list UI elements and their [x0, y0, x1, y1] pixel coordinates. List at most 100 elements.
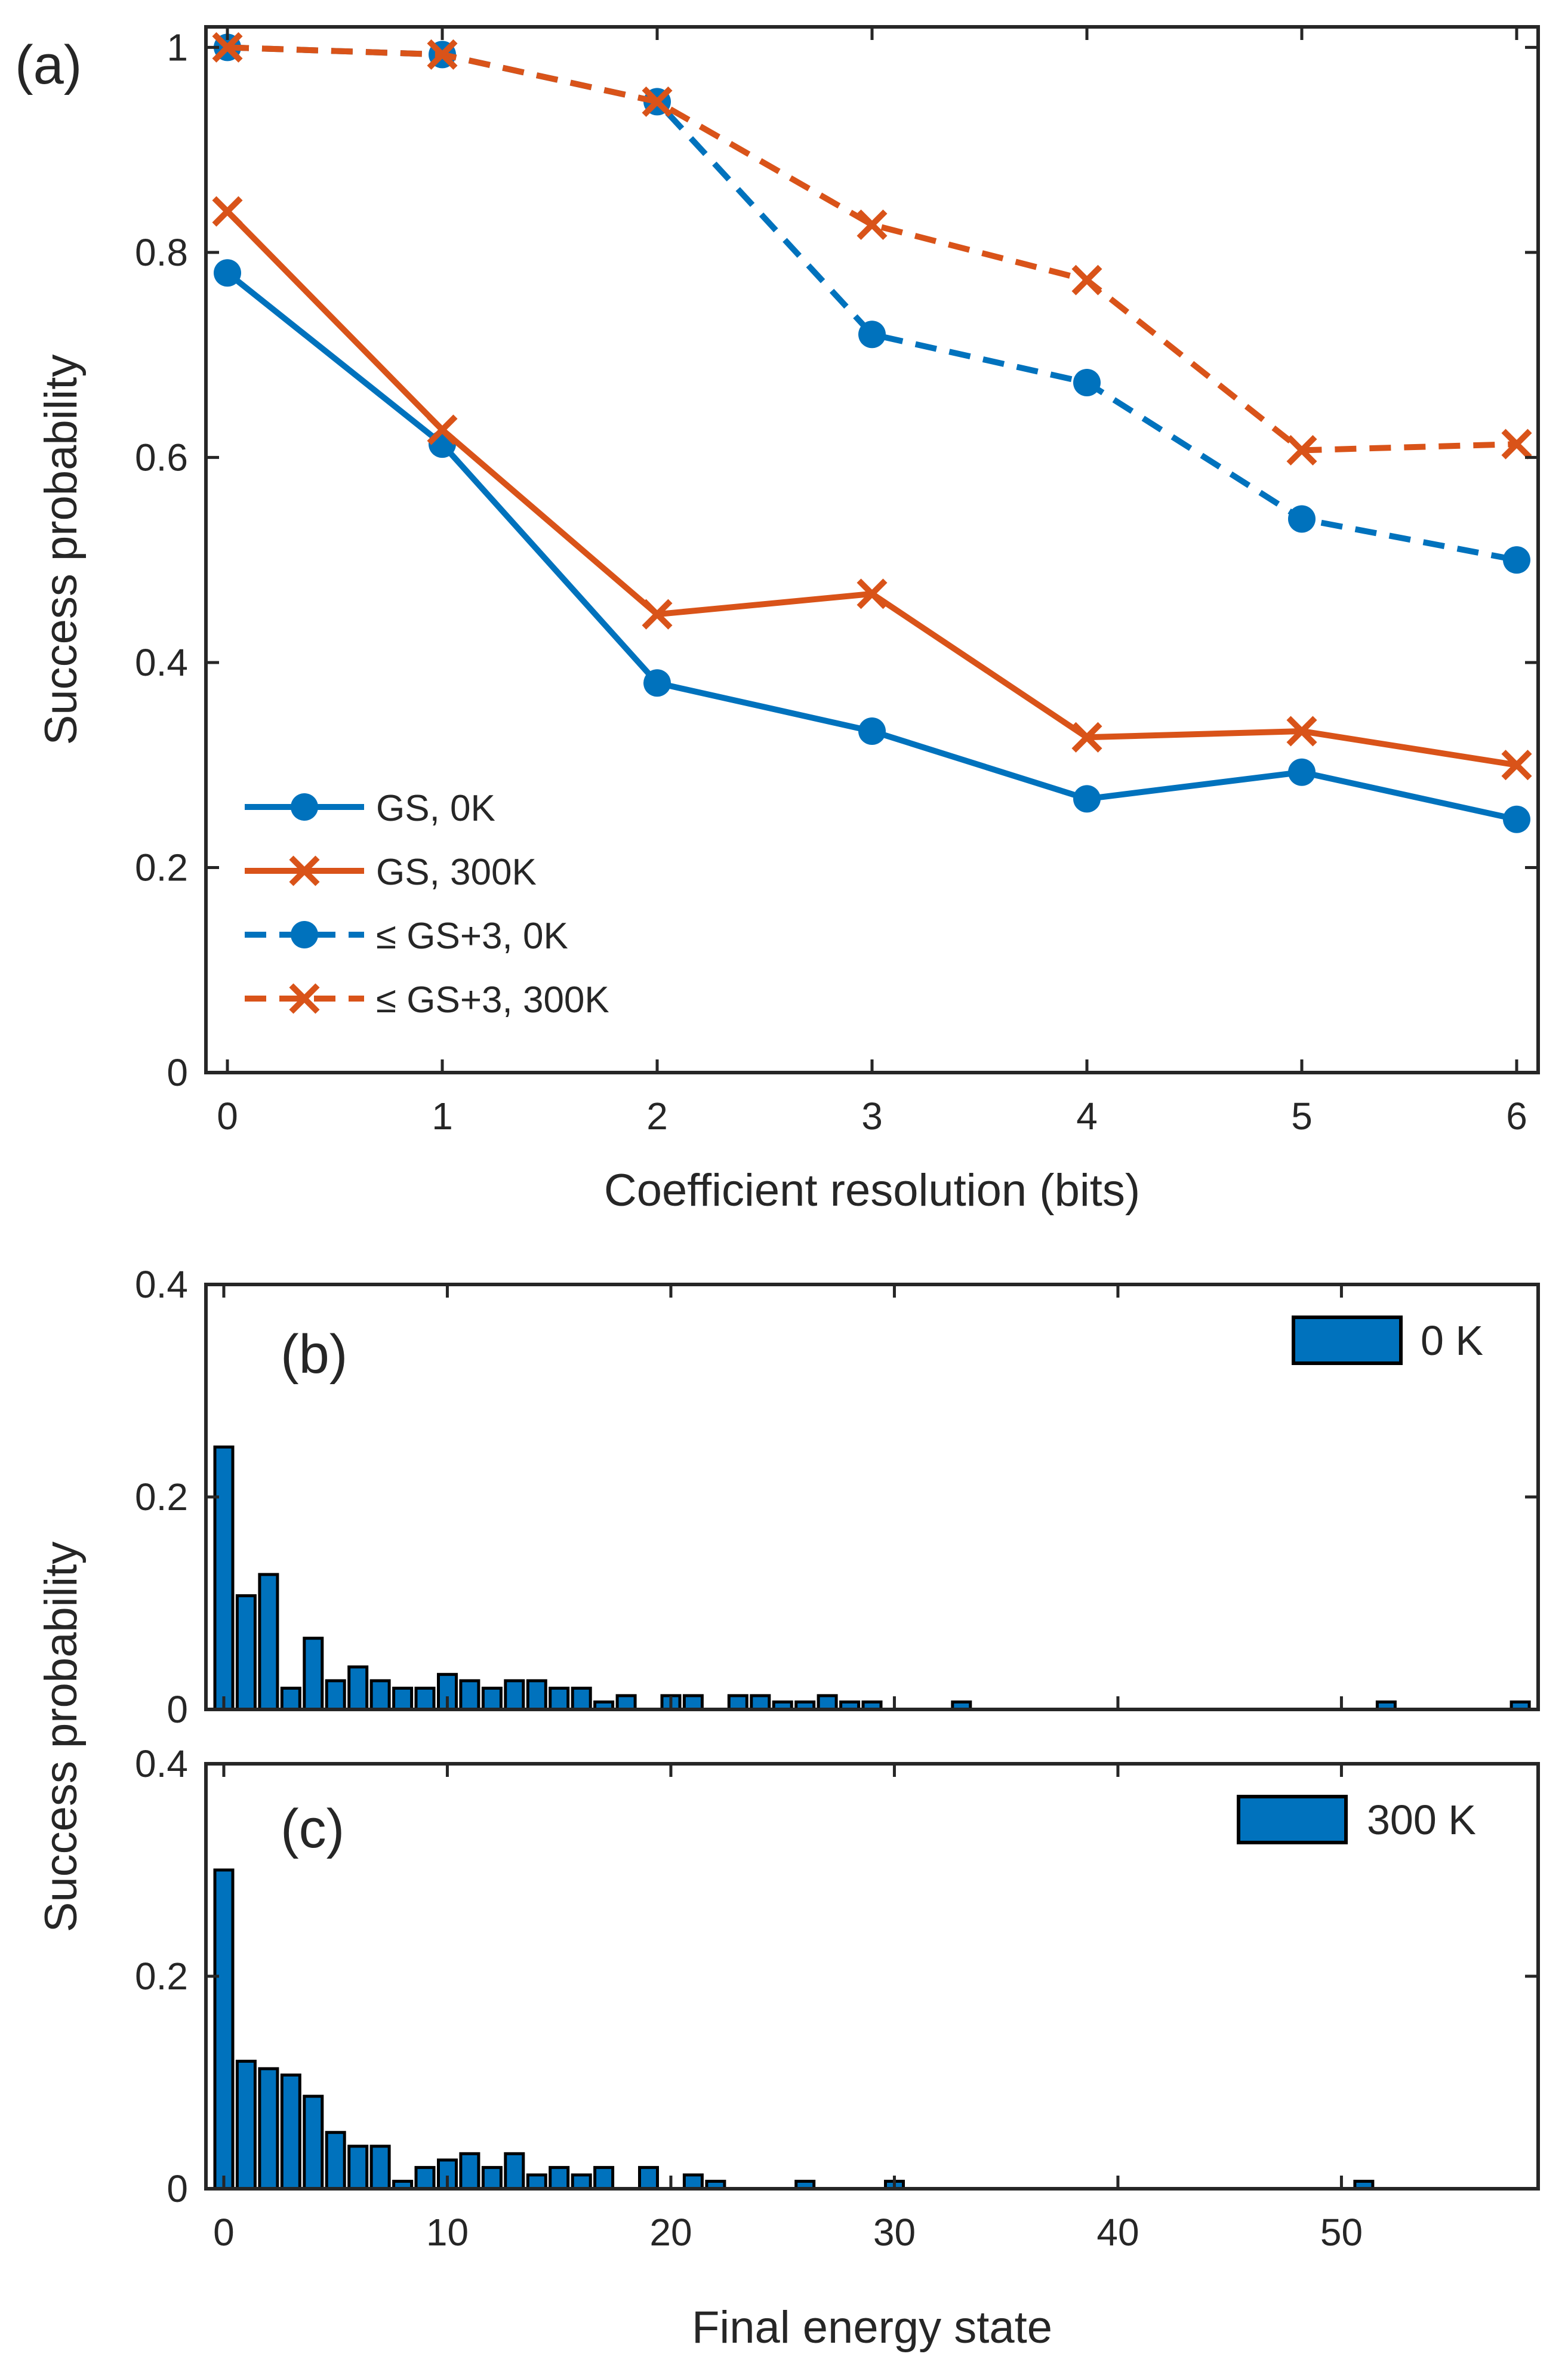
panel-a-x-tick-label: 1 [432, 1095, 453, 1138]
panel-b-bar [369, 1679, 391, 1711]
panel-c-bar [414, 2165, 436, 2191]
panels-bc-y-axis-label: Success probability [36, 1542, 87, 1933]
panel-a-data-point [1286, 716, 1317, 747]
panel-a-data-point [1071, 264, 1102, 295]
panel-a-y-axis-label: Success probability [36, 355, 87, 745]
panel-a-data-point [1071, 722, 1102, 753]
panel-b-bar [817, 1694, 838, 1711]
panel-a-ticks: 0 1 2 3 4 5 6 0 0.2 0.4 0.6 0.8 1 [135, 26, 1538, 1138]
panel-b-bar [481, 1686, 503, 1711]
panel-b-label: (b) [281, 1324, 347, 1385]
panel-a-data-point [1288, 505, 1316, 533]
panel-c-bar [638, 2165, 659, 2191]
panel-c-bar [682, 2173, 704, 2191]
panel-a: 0 1 2 3 4 5 6 0 0.2 0.4 0.6 0.8 1 GS, 0K GS, 300K ≤ … [15, 25, 1540, 1216]
panel-b-bar [571, 1686, 592, 1711]
panel-a-y-tick-label: 0.8 [135, 231, 188, 274]
panel-c: 0 0.2 0.4 0 10 20 30 40 50 300 K (c) Final energ… [135, 1742, 1540, 2353]
panel-c-ticks: 0 0.2 0.4 0 10 20 30 40 50 [135, 1742, 1538, 2254]
panel-c-x-axis-label: Final energy state [692, 2302, 1052, 2353]
bar-panel-x-tick-label: 20 [649, 2211, 692, 2254]
legend-label-gs-0k: GS, 0K [376, 788, 495, 829]
panel-a-legend-items [245, 793, 364, 1014]
panel-b-bar [682, 1694, 704, 1711]
panel-a-data-point [1288, 758, 1316, 786]
panel-c-bar [369, 2145, 391, 2191]
panel-a-x-tick-label: 0 [217, 1095, 238, 1138]
panel-b-bar [280, 1686, 301, 1711]
bar-panel-y-tick-label: 0 [167, 2167, 188, 2210]
legend-marker-sample [289, 855, 320, 886]
legend-marker-sample [291, 793, 318, 821]
panel-a-data-point [212, 32, 243, 63]
legend-label-gs3-0k: ≤ GS+3, 0K [376, 916, 568, 957]
panel-b-bar [615, 1694, 637, 1711]
panel-a-data-point [857, 578, 888, 609]
panel-a-x-tick-label: 2 [646, 1095, 668, 1138]
panel-c-legend-label: 300 K [1367, 1797, 1476, 1843]
panel-a-x-tick-label: 5 [1291, 1095, 1313, 1138]
panel-a-data-point [642, 86, 673, 117]
panel-c-bar [280, 2074, 301, 2191]
panel-a-data-point [1073, 369, 1101, 397]
panel-c-bar [258, 2067, 279, 2191]
panel-b-ticks: 0 0.2 0.4 [135, 1263, 1538, 1731]
panel-c-bar [504, 2152, 525, 2191]
panel-a-y-tick-label: 1 [167, 26, 188, 69]
panel-a-data-point [212, 196, 243, 227]
panel-c-bar [459, 2152, 480, 2191]
panel-b-bar [258, 1573, 279, 1711]
panel-c-bar [593, 2165, 615, 2191]
panel-c-bar [347, 2145, 369, 2191]
panel-c-legend-swatch [1237, 1795, 1348, 1844]
panel-a-x-tick-label: 6 [1506, 1095, 1527, 1138]
panel-b-bar [504, 1679, 525, 1711]
panel-c-bar [549, 2165, 570, 2191]
panel-c-bar [526, 2173, 547, 2191]
panel-a-data-point [214, 259, 241, 287]
panel-b-bar [459, 1679, 480, 1711]
panel-b: 0 0.2 0.4 0 K (b) [135, 1263, 1540, 1731]
panel-c-label: (c) [281, 1798, 344, 1859]
panel-a-y-tick-label: 0.4 [135, 641, 188, 684]
bar-panel-y-tick-label: 0 [167, 1688, 188, 1731]
panel-b-legend-label: 0 K [1421, 1317, 1483, 1364]
panel-b-bar [347, 1665, 369, 1711]
panel-c-bar [303, 2094, 324, 2191]
bar-panel-y-tick-label: 0.4 [135, 1742, 188, 1785]
panel-a-data-point [1503, 546, 1530, 574]
panel-a-label: (a) [15, 35, 82, 95]
panel-a-data-point [857, 209, 888, 241]
bar-panel-x-tick-label: 0 [213, 2211, 235, 2254]
panel-a-data-point [1073, 785, 1101, 813]
panel-a-x-axis-label: Coefficient resolution (bits) [604, 1165, 1140, 1216]
panel-b-bar [325, 1679, 346, 1711]
panel-a-legend-background [239, 782, 752, 1033]
panel-a-x-tick-label: 4 [1076, 1095, 1098, 1138]
panel-b-bar [235, 1594, 257, 1711]
panel-a-y-tick-label: 0.2 [135, 846, 188, 889]
panel-b-bar [303, 1637, 324, 1711]
legend-label-gs-300k: GS, 300K [376, 852, 537, 893]
panel-c-bar [571, 2173, 592, 2191]
panel-a-data-point [1501, 750, 1532, 781]
panel-b-bar [392, 1686, 414, 1711]
panel-a-legend: GS, 0K GS, 300K ≤ GS+3, 0K ≤ GS+3, 300K [239, 782, 752, 1033]
panel-c-bar [213, 1868, 235, 2191]
panel-c-plot-area [213, 1868, 1375, 2191]
panel-a-data-point [1501, 429, 1532, 460]
legend-marker-sample [291, 921, 318, 948]
bar-panel-x-tick-label: 40 [1096, 2211, 1139, 2254]
panel-a-data-point [858, 321, 886, 349]
legend-label-gs3-300k: ≤ GS+3, 300K [376, 979, 609, 1021]
panel-a-y-tick-label: 0.6 [135, 436, 188, 479]
panel-b-bar [414, 1686, 436, 1711]
panel-b-legend-swatch [1292, 1316, 1403, 1365]
bar-panel-y-tick-label: 0.4 [135, 1263, 188, 1306]
panel-c-bar [481, 2165, 503, 2191]
panel-c-bar [235, 2059, 257, 2191]
panel-a-plot-area [212, 32, 1532, 833]
panel-b-bar [727, 1694, 748, 1711]
